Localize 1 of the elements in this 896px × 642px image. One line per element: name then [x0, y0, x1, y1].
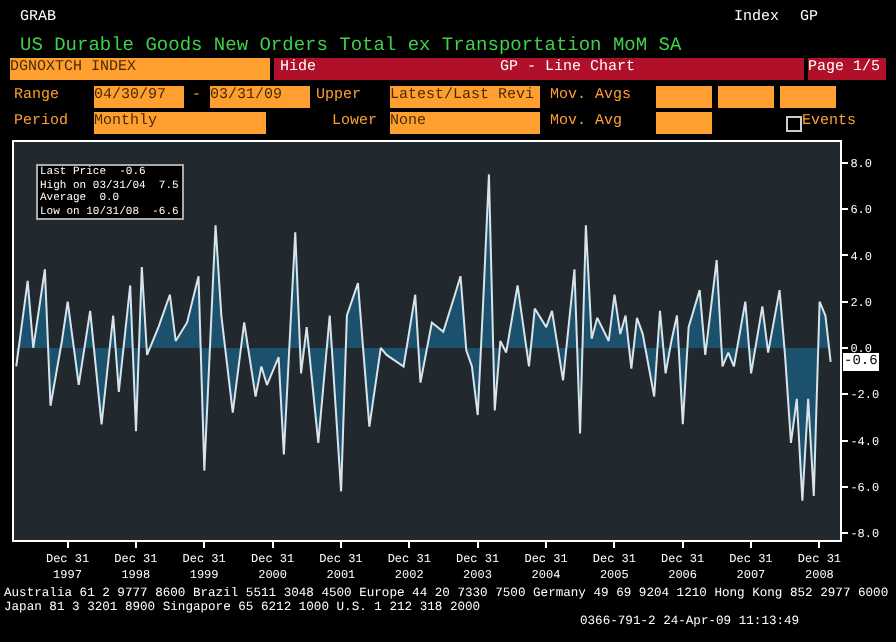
chart-title: US Durable Goods New Orders Total ex Transportation MoM SA	[20, 34, 682, 56]
